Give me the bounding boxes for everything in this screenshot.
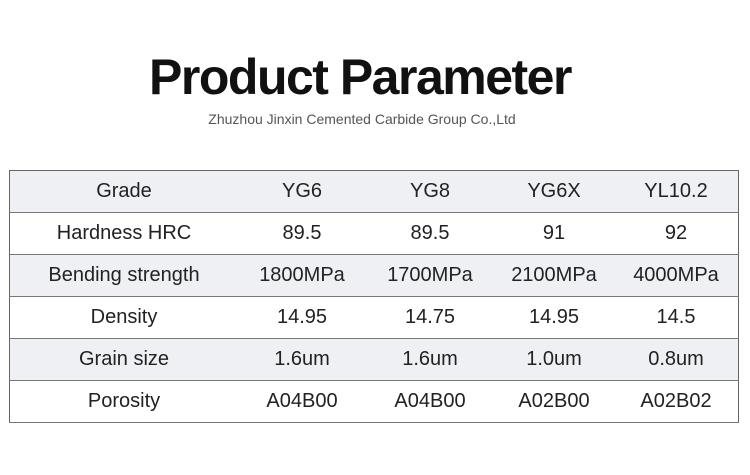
cell: 2100MPa [494, 254, 614, 297]
cell: 91 [494, 212, 614, 255]
cell: A04B00 [366, 380, 494, 423]
cell: 1.6um [366, 338, 494, 381]
row: Grain size 1.6um 1.6um 1.0um 0.8um [9, 338, 739, 381]
cell: Density [9, 296, 238, 339]
row: Bending strength 1800MPa 1700MPa 2100MPa 400… [9, 254, 739, 297]
cell: YG6 [238, 170, 366, 213]
cell: YL10.2 [614, 170, 739, 213]
title: Product Parameter [149, 49, 572, 105]
cell: 4000MPa [614, 254, 739, 297]
cell: 92 [614, 212, 739, 255]
cell: 14.95 [238, 296, 366, 339]
cell: A02B02 [614, 380, 739, 423]
cell: Grade [9, 170, 238, 213]
cell: Porosity [9, 380, 238, 423]
cell: 14.95 [494, 296, 614, 339]
cell: YG8 [366, 170, 494, 213]
cell: 14.75 [366, 296, 494, 339]
subtitle: Zhuzhou Jinxin Cemented Carbide Group Co… [208, 111, 516, 127]
cell: Grain size [9, 338, 238, 381]
cell: 14.5 [614, 296, 739, 339]
cell: A02B00 [494, 380, 614, 423]
parameter-table: Grade YG6 YG8 YG6X YL10.2 Hardness HRC 89.5 89.… [9, 170, 739, 423]
header-row: Grade YG6 YG8 YG6X YL10.2 [9, 170, 739, 213]
cell: 89.5 [366, 212, 494, 255]
row: Porosity A04B00 A04B00 A02B00 A02B02 [9, 380, 739, 423]
cell: 1.6um [238, 338, 366, 381]
cell: YG6X [494, 170, 614, 213]
cell: A04B00 [238, 380, 366, 423]
cell: 0.8um [614, 338, 739, 381]
cell: 1700MPa [366, 254, 494, 297]
cell: Hardness HRC [9, 212, 238, 255]
cell: Bending strength [9, 254, 238, 297]
cell: 1800MPa [238, 254, 366, 297]
row: Hardness HRC 89.5 89.5 91 92 [9, 212, 739, 255]
cell: 89.5 [238, 212, 366, 255]
row: Density 14.95 14.75 14.95 14.5 [9, 296, 739, 339]
cell: 1.0um [494, 338, 614, 381]
